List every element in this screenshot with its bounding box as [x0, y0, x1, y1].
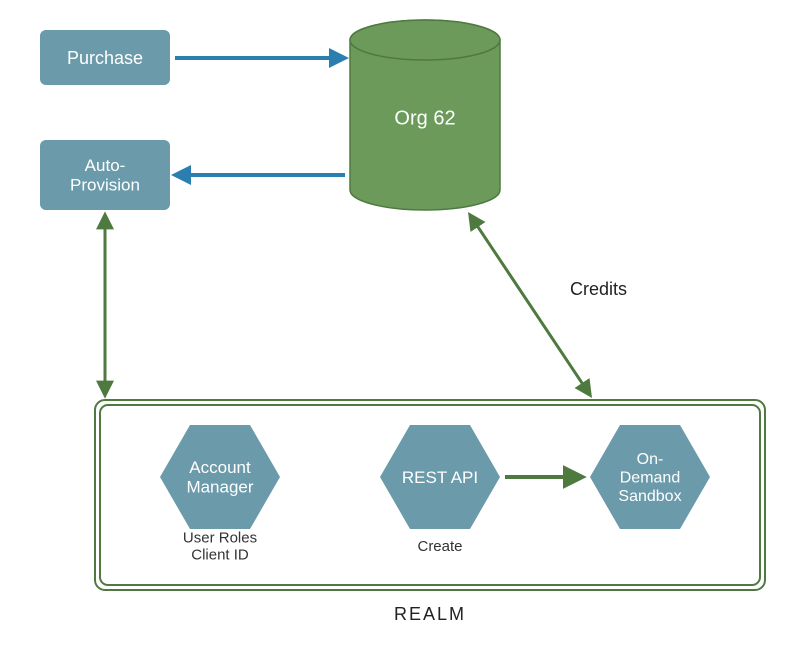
node-label-org62: Org 62	[394, 108, 455, 130]
node-org62-top	[350, 20, 500, 60]
node-sublabel-rest_api: Create	[417, 538, 462, 555]
realm-label: REALM	[394, 604, 466, 624]
edge-org_to_realm	[470, 215, 590, 395]
edge-label-org_to_realm: Credits	[570, 279, 627, 299]
node-label-rest_api: REST API	[402, 468, 478, 487]
node-label-purchase: Purchase	[67, 48, 143, 68]
diagram-canvas: REALMCreditsPurchaseAuto-ProvisionOrg 62…	[0, 0, 811, 647]
node-sublabel-account_manager: User RolesClient ID	[183, 529, 257, 563]
node-label-account_manager: AccountManager	[186, 458, 253, 497]
